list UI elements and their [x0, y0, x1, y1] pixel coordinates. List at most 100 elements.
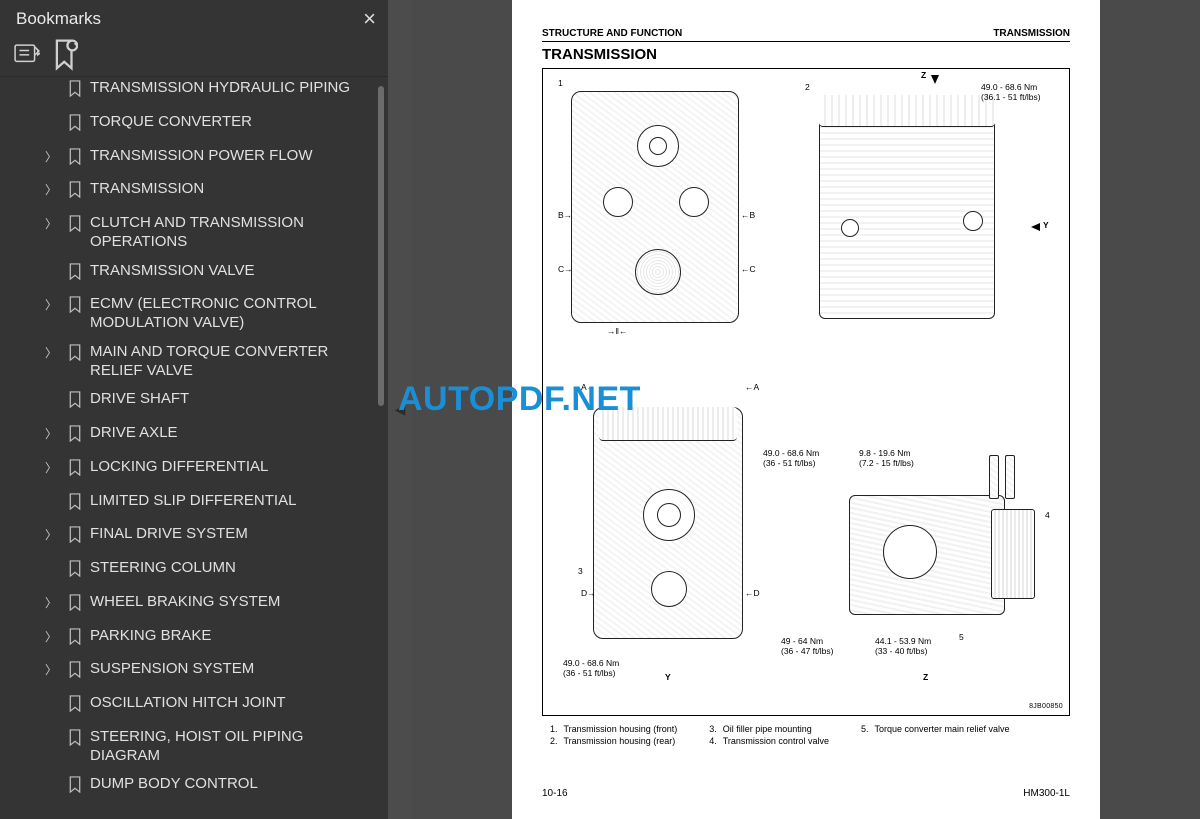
marker-b: B→ [558, 211, 572, 221]
close-icon[interactable]: × [363, 6, 376, 32]
bookmark-icon [68, 343, 90, 367]
torque-3: 9.8 - 19.6 Nm (7.2 - 15 ft/lbs) [859, 449, 914, 469]
bookmark-item[interactable]: 〉OSCILLATION HITCH JOINT [0, 689, 388, 723]
bookmark-item[interactable]: 〉 TRANSMISSION [0, 175, 388, 209]
expand-chevron-icon[interactable]: 〉 [34, 295, 68, 313]
outline-options-icon[interactable] [14, 44, 40, 66]
sidebar-title: Bookmarks [16, 9, 101, 29]
arrow-z-icon [931, 75, 939, 84]
bookmark-label: LIMITED SLIP DIFFERENTIAL [90, 492, 384, 511]
scrollbar-thumb[interactable] [378, 86, 384, 406]
marker-5: 5 [959, 633, 964, 643]
expand-chevron-icon[interactable]: 〉 [34, 343, 68, 361]
bookmark-item[interactable]: 〉TORQUE CONVERTER [0, 108, 388, 142]
bookmark-icon [68, 627, 90, 651]
bookmark-icon [68, 593, 90, 617]
bookmark-label: PARKING BRAKE [90, 627, 384, 646]
footer-right: HM300-1L [1023, 788, 1070, 799]
bookmark-icon [68, 424, 90, 448]
bookmark-icon [68, 295, 90, 319]
marker-1: 1 [558, 79, 563, 89]
expand-chevron-icon[interactable]: 〉 [34, 424, 68, 442]
bookmark-label: STEERING COLUMN [90, 559, 384, 578]
bookmark-item[interactable]: 〉CLUTCH AND TRANSMISSION OPERATIONS [0, 209, 388, 257]
bookmark-label: DUMP BODY CONTROL [90, 775, 384, 794]
marker-y: Y [1043, 221, 1049, 231]
bookmark-label: LOCKING DIFFERENTIAL [90, 458, 384, 477]
page-footer: 10-16 HM300-1L [542, 788, 1070, 799]
bookmark-label: ECMV (ELECTRONIC CONTROL MODULATION VALV… [90, 295, 384, 333]
torque-6: 44.1 - 53.9 Nm (33 - 40 ft/lbs) [875, 637, 931, 657]
bookmark-ribbon-icon[interactable] [52, 44, 78, 66]
bookmark-label: OSCILLATION HITCH JOINT [90, 694, 384, 713]
bookmark-icon [68, 147, 90, 171]
marker-c: C→ [558, 265, 573, 275]
bookmark-icon [68, 660, 90, 684]
bookmark-item[interactable]: 〉DRIVE SHAFT [0, 385, 388, 419]
expand-chevron-icon[interactable]: 〉 [34, 627, 68, 645]
bookmark-item[interactable]: 〉 WHEEL BRAKING SYSTEM [0, 588, 388, 622]
bookmark-label: TRANSMISSION HYDRAULIC PIPING [90, 79, 384, 98]
header-left: STRUCTURE AND FUNCTION [542, 28, 682, 39]
bookmark-label: STEERING, HOIST OIL PIPING DIAGRAM [90, 728, 384, 766]
footer-left: 10-16 [542, 788, 568, 799]
bookmark-label: TRANSMISSION POWER FLOW [90, 147, 384, 166]
bookmark-icon [68, 113, 90, 137]
bookmark-item[interactable]: 〉 DRIVE AXLE [0, 419, 388, 453]
bookmark-item[interactable]: 〉 PARKING BRAKE [0, 622, 388, 656]
bookmark-item[interactable]: 〉SUSPENSION SYSTEM [0, 655, 388, 689]
bookmark-label: TRANSMISSION [90, 180, 384, 199]
bookmark-label: TORQUE CONVERTER [90, 113, 384, 132]
bookmark-icon [68, 728, 90, 752]
expand-chevron-icon[interactable]: 〉 [34, 458, 68, 476]
bookmark-icon [68, 262, 90, 286]
marker-y2: Y [665, 673, 671, 683]
expand-chevron-icon[interactable]: 〉 [34, 147, 68, 165]
panel-divider[interactable]: ◀ [388, 0, 412, 819]
torque-5: 49 - 64 Nm (36 - 47 ft/lbs) [781, 637, 833, 657]
bookmark-item[interactable]: 〉 TRANSMISSION POWER FLOW [0, 142, 388, 176]
torque-4: 49.0 - 68.6 Nm (36 - 51 ft/lbs) [563, 659, 619, 679]
bookmark-item[interactable]: 〉MAIN AND TORQUE CONVERTER RELIEF VALVE [0, 338, 388, 386]
torque-2: 49.0 - 68.6 Nm (36 - 51 ft/lbs) [763, 449, 819, 469]
bookmark-item[interactable]: 〉STEERING COLUMN [0, 554, 388, 588]
bookmark-icon [68, 458, 90, 482]
expand-chevron-icon[interactable]: 〉 [34, 214, 68, 232]
expand-chevron-icon[interactable]: 〉 [34, 180, 68, 198]
torque-1: 49.0 - 68.6 Nm (36.1 - 51 ft/lbs) [981, 83, 1041, 103]
drawing-code: 8JB00850 [1029, 703, 1063, 711]
bookmark-item[interactable]: 〉FINAL DRIVE SYSTEM [0, 520, 388, 554]
part-legend: 1.Transmission housing (front) 2.Transmi… [550, 724, 1070, 746]
bookmark-item[interactable]: 〉TRANSMISSION HYDRAULIC PIPING [0, 74, 388, 108]
bookmark-item[interactable]: 〉 ECMV (ELECTRONIC CONTROL MODULATION VAL… [0, 290, 388, 338]
expand-chevron-icon[interactable]: 〉 [34, 593, 68, 611]
bookmark-icon [68, 492, 90, 516]
bookmarks-sidebar: Bookmarks × 〉TRANSMISSION HYDRAULIC PIPI… [0, 0, 388, 819]
bookmark-item[interactable]: 〉DUMP BODY CONTROL [0, 770, 388, 804]
bookmark-icon [68, 525, 90, 549]
bookmark-icon [68, 559, 90, 583]
collapse-arrow-icon[interactable]: ◀ [395, 401, 406, 418]
document-viewer[interactable]: STRUCTURE AND FUNCTION TRANSMISSION TRAN… [412, 0, 1200, 819]
arrow-y-icon [1031, 223, 1040, 231]
bookmark-item[interactable]: 〉TRANSMISSION VALVE [0, 257, 388, 291]
bookmark-icon [68, 180, 90, 204]
bookmark-label: DRIVE SHAFT [90, 390, 384, 409]
bookmark-icon [68, 775, 90, 799]
bookmark-label: DRIVE AXLE [90, 424, 384, 443]
bookmark-list[interactable]: 〉TRANSMISSION HYDRAULIC PIPING〉TORQUE CO… [0, 74, 388, 819]
expand-chevron-icon[interactable]: 〉 [34, 660, 68, 678]
technical-drawing: 1 B→ ←B C→ ←C →‖← Z Y 2 49.0 - 68.6 Nm (… [542, 68, 1070, 716]
bookmark-label: TRANSMISSION VALVE [90, 262, 384, 281]
marker-c2: ←C [741, 265, 756, 275]
bookmark-item[interactable]: 〉LIMITED SLIP DIFFERENTIAL [0, 487, 388, 521]
marker-4: 4 [1045, 511, 1050, 521]
marker-2: 2 [805, 83, 810, 93]
bookmark-label: WHEEL BRAKING SYSTEM [90, 593, 384, 612]
pdf-page: STRUCTURE AND FUNCTION TRANSMISSION TRAN… [512, 0, 1100, 819]
bookmark-item[interactable]: 〉STEERING, HOIST OIL PIPING DIAGRAM [0, 723, 388, 771]
expand-chevron-icon[interactable]: 〉 [34, 525, 68, 543]
sidebar-toolbar [0, 38, 388, 77]
bookmark-item[interactable]: 〉 LOCKING DIFFERENTIAL [0, 453, 388, 487]
bookmark-icon [68, 390, 90, 414]
